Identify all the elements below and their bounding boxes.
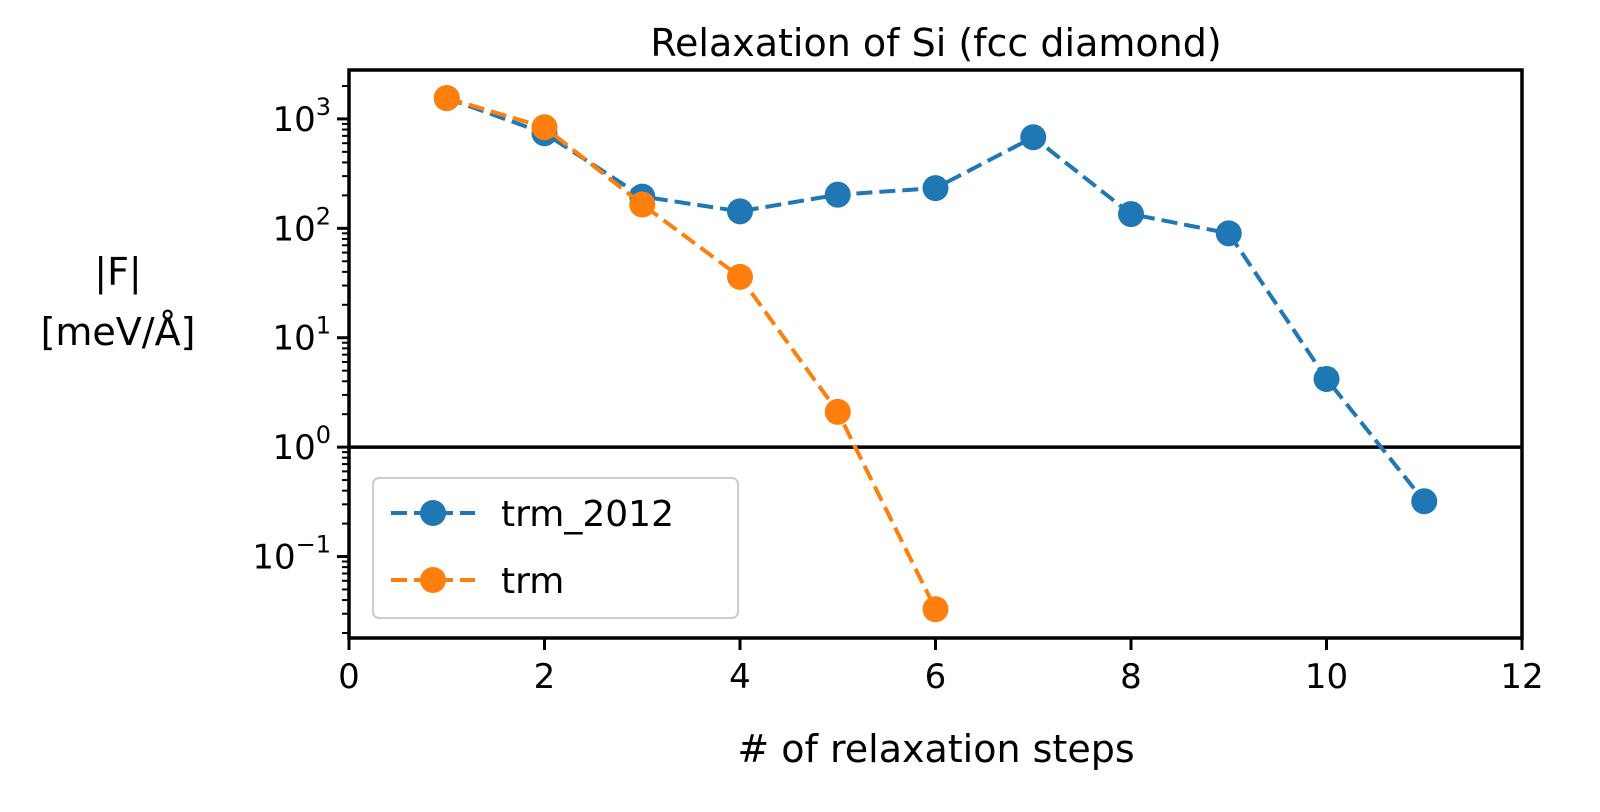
x-tick-label-6: 6 bbox=[925, 657, 947, 697]
data-point-trm-3 bbox=[629, 191, 656, 218]
data-point-trm_2012-9 bbox=[1215, 220, 1242, 247]
series-trm bbox=[433, 85, 949, 623]
x-axis-label: # of relaxation steps bbox=[737, 727, 1134, 771]
y-tick-label-1: 100 bbox=[272, 421, 331, 468]
data-point-trm-5 bbox=[824, 398, 851, 425]
y-tick-label-1000: 103 bbox=[272, 93, 331, 140]
y-tick-label-0.1: 10−1 bbox=[252, 531, 331, 578]
data-point-trm-6 bbox=[922, 596, 949, 623]
data-point-trm_2012-4 bbox=[727, 198, 753, 225]
y-axis-label-line1: |F| bbox=[94, 250, 141, 295]
series-line-trm bbox=[446, 96, 938, 611]
legend-marker-trm bbox=[420, 567, 446, 593]
data-point-trm_2012-5 bbox=[824, 181, 851, 208]
data-point-trm-1 bbox=[433, 85, 460, 112]
series-line-trm_2012 bbox=[446, 96, 1426, 503]
data-point-trm-2 bbox=[531, 114, 558, 141]
y-tick-label-100: 102 bbox=[272, 202, 331, 249]
legend-label-trm: trm bbox=[501, 561, 564, 602]
series-layer bbox=[433, 85, 1438, 623]
chart-title: Relaxation of Si (fcc diamond) bbox=[650, 21, 1221, 65]
data-point-trm_2012-6 bbox=[922, 175, 949, 202]
data-point-trm_2012-7 bbox=[1020, 124, 1047, 151]
legend-marker-trm_2012 bbox=[420, 500, 446, 526]
data-point-trm_2012-11 bbox=[1411, 488, 1438, 515]
x-tick-label-2: 2 bbox=[534, 657, 556, 697]
axes-layer: 0 2 4 6 8 10 12 10−1 100 101 102 103 bbox=[252, 68, 1544, 697]
x-tick-label-0: 0 bbox=[338, 657, 360, 697]
data-point-trm_2012-10 bbox=[1313, 365, 1340, 392]
x-tick-label-12: 12 bbox=[1500, 657, 1543, 697]
legend-label-trm_2012: trm_2012 bbox=[501, 494, 674, 535]
x-tick-label-4: 4 bbox=[729, 657, 751, 697]
y-axis-label-line2: [meV/Å] bbox=[41, 310, 196, 354]
x-tick-label-10: 10 bbox=[1305, 657, 1348, 697]
x-tick-label-8: 8 bbox=[1120, 657, 1142, 697]
data-point-trm-4 bbox=[727, 263, 753, 290]
data-point-trm_2012-8 bbox=[1118, 201, 1144, 228]
y-tick-label-10: 101 bbox=[272, 312, 331, 359]
series-trm_2012 bbox=[433, 85, 1438, 515]
